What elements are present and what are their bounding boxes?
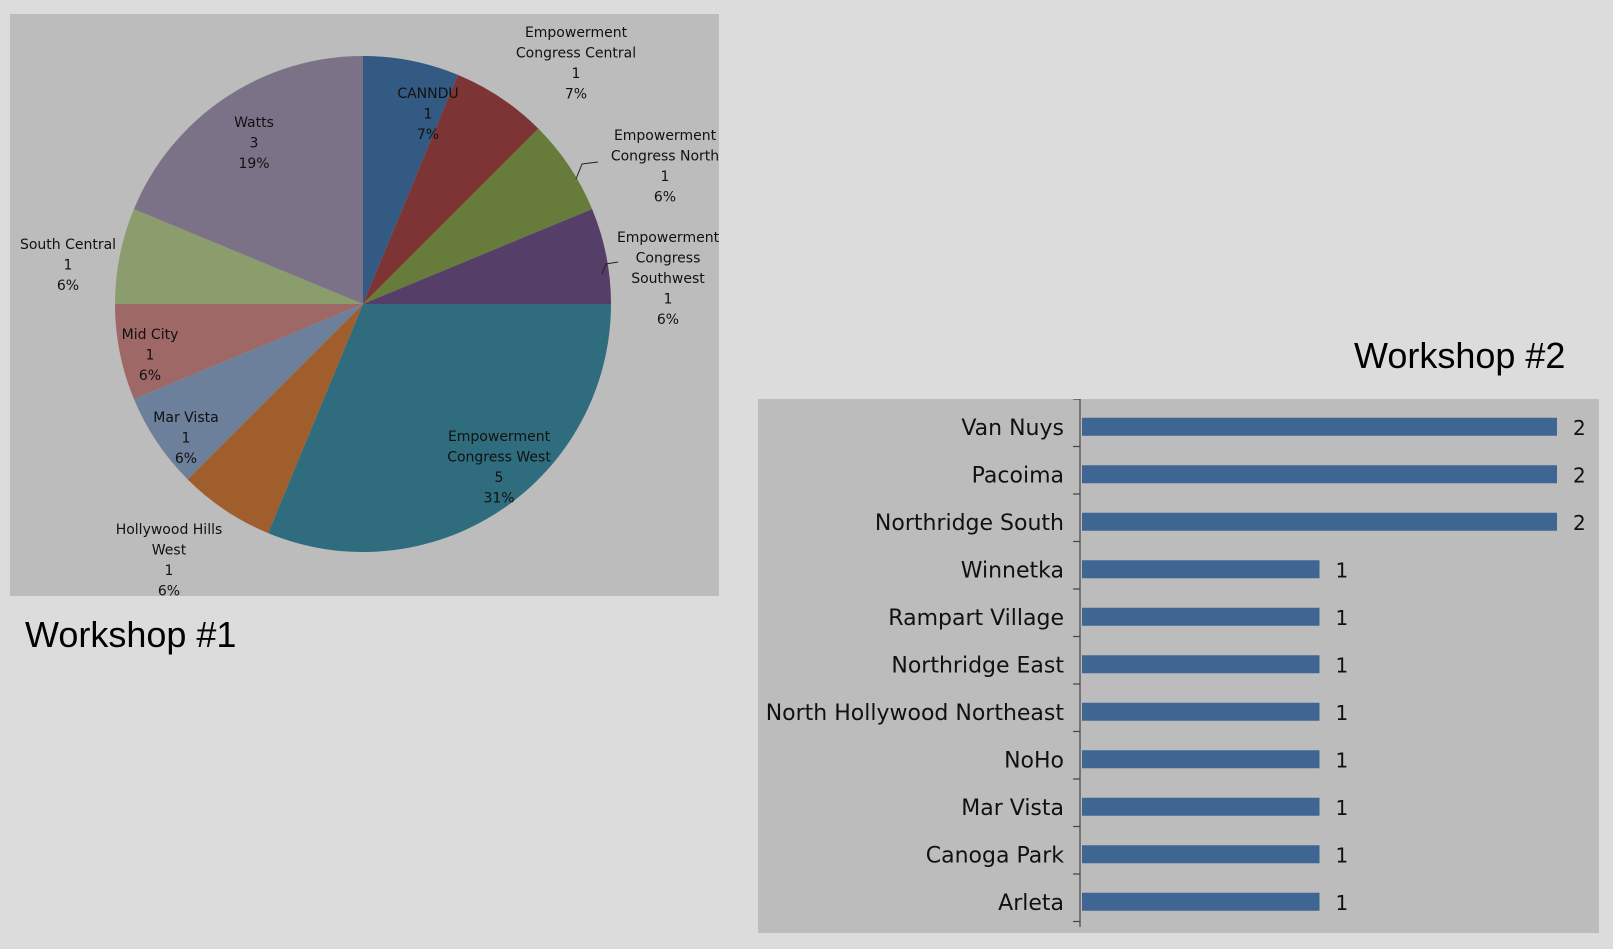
bar-value-label-mar-vista: 1 — [1336, 796, 1349, 820]
bar-category-label-arleta: Arleta — [998, 891, 1064, 916]
bar-van-nuys — [1082, 417, 1557, 436]
pie-label-mid-city: Mid City 1 6% — [122, 327, 179, 384]
bar-category-label-rampart-village: Rampart Village — [888, 606, 1064, 631]
pie-label-empowerment-congress-central: Empowerment Congress Central 1 7% — [516, 25, 636, 103]
bar-value-label-noho: 1 — [1336, 748, 1349, 772]
bar-winnetka — [1082, 560, 1320, 579]
bar-value-label-rampart-village: 1 — [1336, 606, 1349, 630]
pie-label-empowerment-congress-southwest: Empowerment Congress Southwest 1 6% — [617, 230, 719, 328]
pie-slice-empowerment-congress-southwest — [363, 209, 611, 304]
pie-label-watts: Watts 3 19% — [234, 115, 274, 172]
bar-category-label-northridge-south: Northridge South — [875, 511, 1064, 536]
pie-label-canndu: CANNDU 1 7% — [397, 86, 458, 143]
pie-label-empowerment-congress-north: Empowerment Congress North 1 6% — [611, 128, 719, 206]
bar-north-hollywood-northeast — [1082, 702, 1320, 721]
bar-chart: Van Nuys 2 Pacoima 2 Northridge South 2 Winnet… — [766, 398, 1586, 927]
bar-northridge-south — [1082, 512, 1557, 531]
bar-category-label-noho: NoHo — [1004, 748, 1064, 773]
bar-value-label-northridge-south: 2 — [1573, 511, 1586, 535]
pie-slice-empowerment-congress-north — [363, 128, 593, 304]
bar-rampart-village — [1082, 607, 1320, 626]
pie-chart-panel: CANNDU 1 7% Empowerment Congress Central 1 7% E… — [10, 14, 720, 600]
pie-label-hollywood-hills-west: Hollywood Hills West 1 6% — [116, 522, 223, 596]
pie-slice-empowerment-congress-west — [268, 304, 611, 552]
bar-value-label-northridge-east: 1 — [1336, 653, 1349, 677]
bar-category-label-northridge-east: Northridge East — [891, 653, 1064, 678]
pie-slice-hollywood-hills-west — [187, 304, 363, 534]
bar-category-label-north-hollywood-northeast: North Hollywood Northeast — [766, 701, 1065, 726]
workshop-2-caption: Workshop #2 — [1354, 335, 1566, 376]
bar-arleta — [1082, 892, 1320, 911]
pie-label-south-central: South Central 1 6% — [20, 237, 116, 294]
bar-value-label-winnetka: 1 — [1336, 558, 1349, 582]
bar-value-label-arleta: 1 — [1336, 891, 1349, 915]
bar-value-label-van-nuys: 2 — [1573, 416, 1586, 440]
bar-category-label-canoga-park: Canoga Park — [926, 843, 1064, 868]
bar-mar-vista — [1082, 797, 1320, 816]
bar-category-label-van-nuys: Van Nuys — [961, 416, 1064, 441]
pie-label-empowerment-congress-west: Empowerment Congress West 5 31% — [447, 429, 551, 507]
bar-category-label-mar-vista: Mar Vista — [961, 796, 1064, 821]
pie-slice-canndu — [363, 56, 458, 304]
pie-chart: CANNDU 1 7% Empowerment Congress Central 1 7% E… — [20, 25, 720, 600]
pie-leader-line-empowerment-congress-southwest — [601, 261, 619, 275]
pie-leader-line-empowerment-congress-north — [575, 161, 599, 180]
pie-slice-watts — [133, 56, 363, 304]
pie-slice-empowerment-congress-central — [363, 74, 539, 304]
bar-noho — [1082, 750, 1320, 769]
pie-label-mar-vista: Mar Vista 1 6% — [153, 410, 218, 467]
bar-category-label-pacoima: Pacoima — [972, 463, 1064, 488]
bar-chart-panel: Van Nuys 2 Pacoima 2 Northridge South 2 Winnet… — [758, 398, 1599, 933]
workshop-1-caption: Workshop #1 — [25, 614, 237, 655]
pie-slice-mid-city — [115, 304, 363, 399]
pie-slice-mar-vista — [133, 304, 363, 480]
bar-northridge-east — [1082, 655, 1320, 674]
pie-slice-south-central — [115, 209, 363, 304]
bar-value-label-pacoima: 2 — [1573, 463, 1586, 487]
bar-pacoima — [1082, 465, 1557, 484]
bar-canoga-park — [1082, 845, 1320, 864]
bar-value-label-north-hollywood-northeast: 1 — [1336, 701, 1349, 725]
bar-category-label-winnetka: Winnetka — [961, 558, 1064, 583]
bar-value-label-canoga-park: 1 — [1336, 843, 1349, 867]
